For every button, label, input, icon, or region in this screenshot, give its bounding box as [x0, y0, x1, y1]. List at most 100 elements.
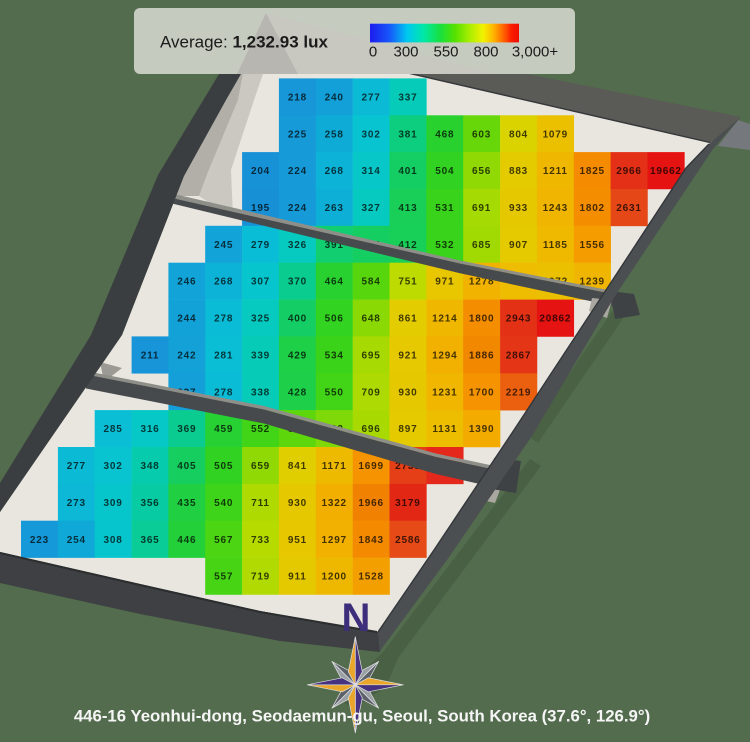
svg-text:464: 464 — [325, 277, 344, 288]
svg-text:223: 223 — [30, 535, 49, 546]
svg-text:751: 751 — [398, 277, 417, 288]
svg-text:339: 339 — [251, 350, 270, 361]
svg-text:1825: 1825 — [579, 166, 604, 177]
svg-text:405: 405 — [177, 461, 196, 472]
svg-text:933: 933 — [509, 203, 528, 214]
svg-text:1278: 1278 — [469, 277, 494, 288]
svg-text:691: 691 — [472, 203, 491, 214]
svg-text:534: 534 — [325, 350, 344, 361]
svg-text:2966: 2966 — [616, 166, 641, 177]
svg-text:224: 224 — [288, 203, 307, 214]
svg-text:273: 273 — [67, 498, 86, 509]
svg-text:365: 365 — [140, 535, 159, 546]
svg-text:356: 356 — [140, 498, 159, 509]
svg-text:1079: 1079 — [543, 129, 568, 140]
svg-text:1231: 1231 — [432, 387, 457, 398]
svg-text:20862: 20862 — [539, 314, 571, 325]
svg-text:316: 316 — [140, 424, 159, 435]
svg-text:285: 285 — [104, 424, 123, 435]
svg-text:1171: 1171 — [322, 461, 347, 472]
svg-text:224: 224 — [288, 166, 307, 177]
svg-text:2631: 2631 — [616, 203, 641, 214]
svg-text:1886: 1886 — [469, 350, 494, 361]
svg-text:245: 245 — [214, 240, 233, 251]
svg-text:Average: 1,232.93 lux: Average: 1,232.93 lux — [160, 32, 328, 51]
svg-text:911: 911 — [288, 572, 307, 583]
svg-text:557: 557 — [214, 572, 233, 583]
svg-text:195: 195 — [251, 203, 270, 214]
svg-text:218: 218 — [288, 92, 307, 103]
svg-text:326: 326 — [288, 240, 307, 251]
svg-text:314: 314 — [362, 166, 381, 177]
svg-text:278: 278 — [214, 314, 233, 325]
svg-text:1390: 1390 — [469, 424, 494, 435]
svg-text:446: 446 — [177, 535, 196, 546]
svg-text:2867: 2867 — [506, 350, 531, 361]
svg-text:413: 413 — [398, 203, 417, 214]
svg-text:268: 268 — [214, 277, 233, 288]
svg-text:337: 337 — [398, 92, 417, 103]
svg-text:532: 532 — [435, 240, 454, 251]
svg-text:1243: 1243 — [543, 203, 568, 214]
svg-text:19662: 19662 — [650, 166, 682, 177]
svg-text:204: 204 — [251, 166, 270, 177]
svg-text:277: 277 — [67, 461, 86, 472]
svg-text:400: 400 — [288, 314, 307, 325]
svg-text:1843: 1843 — [358, 535, 383, 546]
svg-text:1211: 1211 — [543, 166, 568, 177]
svg-text:309: 309 — [104, 498, 123, 509]
svg-text:696: 696 — [362, 424, 381, 435]
svg-text:459: 459 — [214, 424, 233, 435]
svg-text:540: 540 — [214, 498, 233, 509]
svg-text:800: 800 — [473, 44, 498, 61]
svg-text:907: 907 — [509, 240, 528, 251]
svg-text:1802: 1802 — [579, 203, 604, 214]
svg-text:3179: 3179 — [395, 498, 420, 509]
svg-text:1322: 1322 — [321, 498, 346, 509]
svg-text:281: 281 — [214, 350, 233, 361]
svg-text:1131: 1131 — [432, 424, 457, 435]
svg-text:584: 584 — [362, 277, 381, 288]
svg-text:695: 695 — [362, 350, 381, 361]
svg-text:302: 302 — [362, 129, 381, 140]
svg-text:429: 429 — [288, 350, 307, 361]
svg-text:2219: 2219 — [506, 387, 531, 398]
svg-text:951: 951 — [288, 535, 307, 546]
svg-text:307: 307 — [251, 277, 270, 288]
svg-text:861: 861 — [398, 314, 417, 325]
svg-text:401: 401 — [398, 166, 417, 177]
svg-text:242: 242 — [177, 350, 196, 361]
svg-text:550: 550 — [433, 44, 458, 61]
svg-text:883: 883 — [509, 166, 528, 177]
svg-text:369: 369 — [177, 424, 196, 435]
svg-text:1699: 1699 — [358, 461, 383, 472]
svg-text:391: 391 — [325, 240, 344, 251]
svg-text:1528: 1528 — [358, 572, 383, 583]
svg-text:733: 733 — [251, 535, 270, 546]
svg-text:327: 327 — [362, 203, 381, 214]
svg-text:719: 719 — [251, 572, 270, 583]
svg-text:550: 550 — [325, 387, 344, 398]
svg-text:N: N — [342, 596, 371, 640]
svg-text:3,000+: 3,000+ — [512, 44, 559, 61]
svg-text:1556: 1556 — [579, 240, 604, 251]
svg-text:648: 648 — [362, 314, 381, 325]
svg-text:300: 300 — [393, 44, 418, 61]
svg-text:505: 505 — [214, 461, 233, 472]
svg-text:921: 921 — [398, 350, 417, 361]
svg-text:506: 506 — [325, 314, 344, 325]
svg-text:659: 659 — [251, 461, 270, 472]
svg-text:268: 268 — [325, 166, 344, 177]
svg-text:1700: 1700 — [469, 387, 494, 398]
svg-text:412: 412 — [398, 240, 417, 251]
svg-text:263: 263 — [325, 203, 344, 214]
svg-text:504: 504 — [435, 166, 454, 177]
svg-text:446-16 Yeonhui-dong, Seodaemun: 446-16 Yeonhui-dong, Seodaemun-gu, Seoul… — [74, 707, 650, 726]
svg-text:971: 971 — [435, 277, 454, 288]
svg-text:656: 656 — [472, 166, 491, 177]
svg-text:603: 603 — [472, 129, 491, 140]
svg-text:279: 279 — [251, 240, 270, 251]
svg-text:468: 468 — [435, 129, 454, 140]
svg-text:240: 240 — [325, 92, 344, 103]
svg-text:225: 225 — [288, 129, 307, 140]
